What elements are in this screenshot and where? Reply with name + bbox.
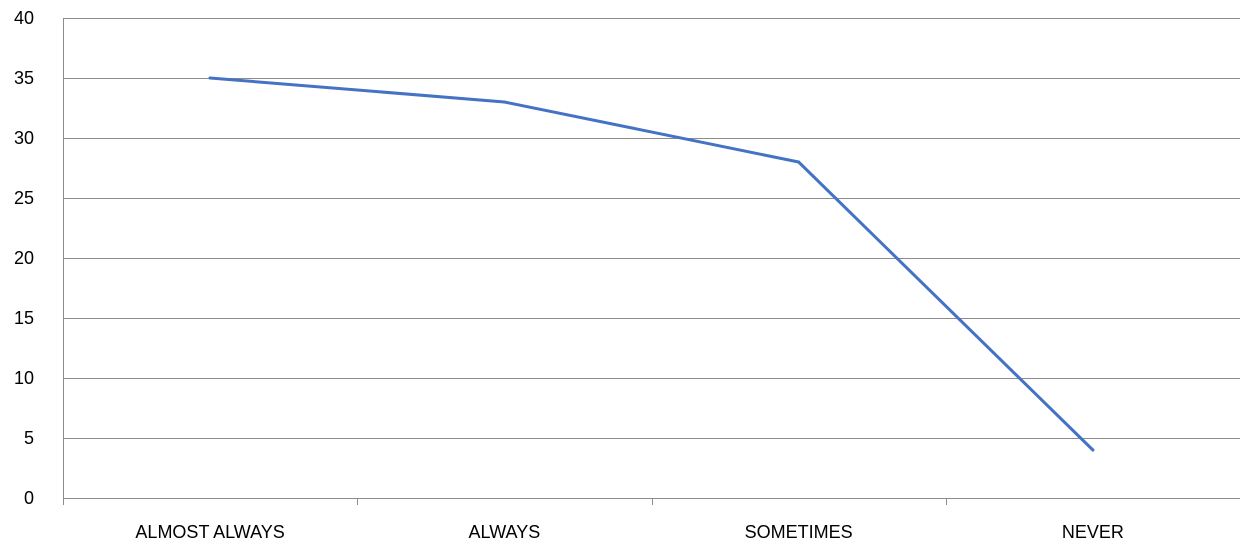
- series-layer: [208, 76, 1095, 452]
- x-tick-label: ALMOST ALWAYS: [135, 522, 284, 542]
- y-axis-tick-labels: 0 5 10 15 20 25 30 35 40: [14, 8, 34, 508]
- x-axis-tick-labels: ALMOST ALWAYS ALWAYS SOMETIMES NEVER: [135, 522, 1123, 542]
- y-tick-label: 10: [14, 368, 34, 388]
- y-tick-label: 40: [14, 8, 34, 28]
- y-tick-label: 30: [14, 128, 34, 148]
- y-tick-label: 0: [24, 488, 34, 508]
- data-point: [502, 100, 506, 104]
- series-line: [208, 76, 1095, 452]
- x-tick-label: NEVER: [1062, 522, 1124, 542]
- y-tick-label: 15: [14, 308, 34, 328]
- data-point: [797, 160, 801, 164]
- x-tick-label: SOMETIMES: [745, 522, 853, 542]
- gridlines: [63, 18, 1240, 439]
- x-tick-label: ALWAYS: [469, 522, 541, 542]
- y-tick-label: 20: [14, 248, 34, 268]
- axes: [63, 18, 1240, 505]
- y-tick-label: 5: [24, 428, 34, 448]
- data-point: [1091, 448, 1095, 452]
- data-point: [208, 76, 212, 80]
- y-tick-label: 35: [14, 68, 34, 88]
- y-tick-label: 25: [14, 188, 34, 208]
